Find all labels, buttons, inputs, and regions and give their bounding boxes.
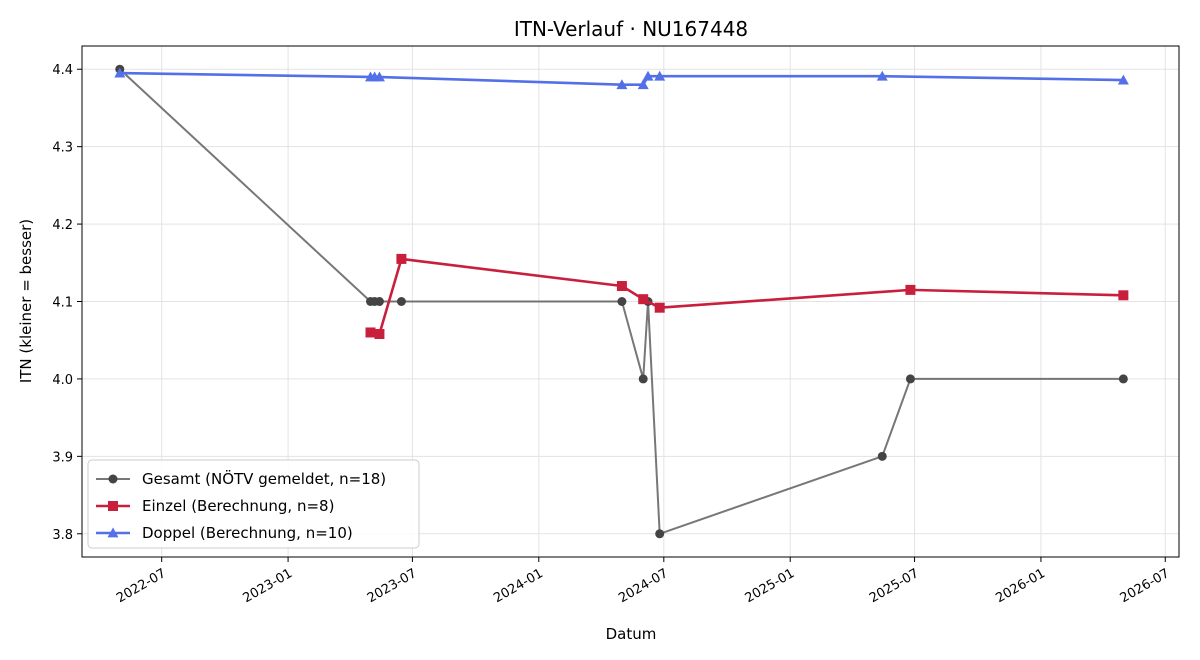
legend-label-0: Gesamt (NÖTV gemeldet, n=18)	[142, 469, 386, 488]
series-0-point	[905, 374, 915, 384]
legend-marker-1	[108, 501, 118, 511]
series-2-point	[616, 79, 628, 90]
y-tick-label: 3.8	[52, 528, 73, 543]
y-axis-label: ITN (kleiner = besser)	[17, 219, 35, 383]
x-tick-label: 2023-07	[365, 566, 420, 606]
series-0-point	[638, 374, 648, 384]
series-0-point	[374, 297, 384, 306]
x-axis-label: Datum	[606, 625, 657, 643]
series-2-point	[637, 79, 649, 90]
series-1-point	[1118, 290, 1129, 301]
series-2-point	[876, 70, 888, 81]
grid-lines	[82, 46, 1179, 557]
series-2-point	[654, 70, 666, 81]
series-1-point	[396, 253, 407, 264]
series-2-point	[642, 70, 654, 81]
series-1-point	[638, 294, 649, 305]
series-0-point	[1118, 374, 1128, 384]
x-tick-label: 2026-07	[1118, 566, 1173, 606]
series-1-point	[905, 284, 916, 295]
x-tick-label: 2022-07	[114, 566, 169, 606]
y-tick-label: 4.3	[52, 141, 73, 156]
series-2-point	[373, 71, 385, 82]
series-0-point	[655, 529, 665, 539]
legend-marker-0	[108, 474, 118, 484]
series-1-point	[654, 302, 665, 313]
legend-box	[87, 459, 420, 549]
x-tick-label: 2026-01	[993, 566, 1048, 606]
legend-label-1: Einzel (Berechnung, n=8)	[142, 497, 334, 515]
legend-marker-2	[107, 527, 119, 538]
legend-label-2: Doppel (Berechnung, n=10)	[142, 524, 353, 542]
x-tick-label: 2024-01	[491, 566, 546, 606]
y-tick-label: 4.2	[52, 218, 73, 233]
series-1	[365, 253, 1129, 340]
series-1-point	[374, 329, 385, 340]
x-tick-label: 2025-07	[867, 566, 922, 606]
series-2-point	[1117, 74, 1129, 85]
x-tick-label: 2023-01	[241, 566, 296, 606]
series-layer	[114, 64, 1129, 539]
y-tick-label: 4.4	[52, 63, 73, 78]
y-tick-label: 3.9	[52, 450, 73, 465]
series-2	[114, 67, 1129, 90]
chart-title: ITN-Verlauf · NU167448	[514, 17, 748, 41]
series-0-point	[396, 297, 406, 306]
series-line-1	[370, 257, 1124, 336]
series-2-point	[114, 67, 126, 78]
y-axis: 3.8 3.9 4.0 4.1 4.2 4.3 4.4	[52, 63, 82, 543]
x-tick-label: 2024-07	[616, 566, 671, 606]
y-tick-label: 4.0	[52, 373, 73, 388]
series-0-point	[877, 451, 887, 461]
y-tick-label: 4.1	[52, 296, 73, 311]
legend: Gesamt (NÖTV gemeldet, n=18) Einzel (Bere…	[87, 459, 420, 549]
x-axis: 2022-07 2023-01 2023-07 2024-01 2024-07 2025-…	[114, 557, 1172, 606]
series-0-point	[617, 297, 627, 306]
series-1-point	[616, 281, 627, 292]
series-1-point	[365, 327, 376, 338]
x-tick-label: 2025-01	[743, 566, 798, 606]
